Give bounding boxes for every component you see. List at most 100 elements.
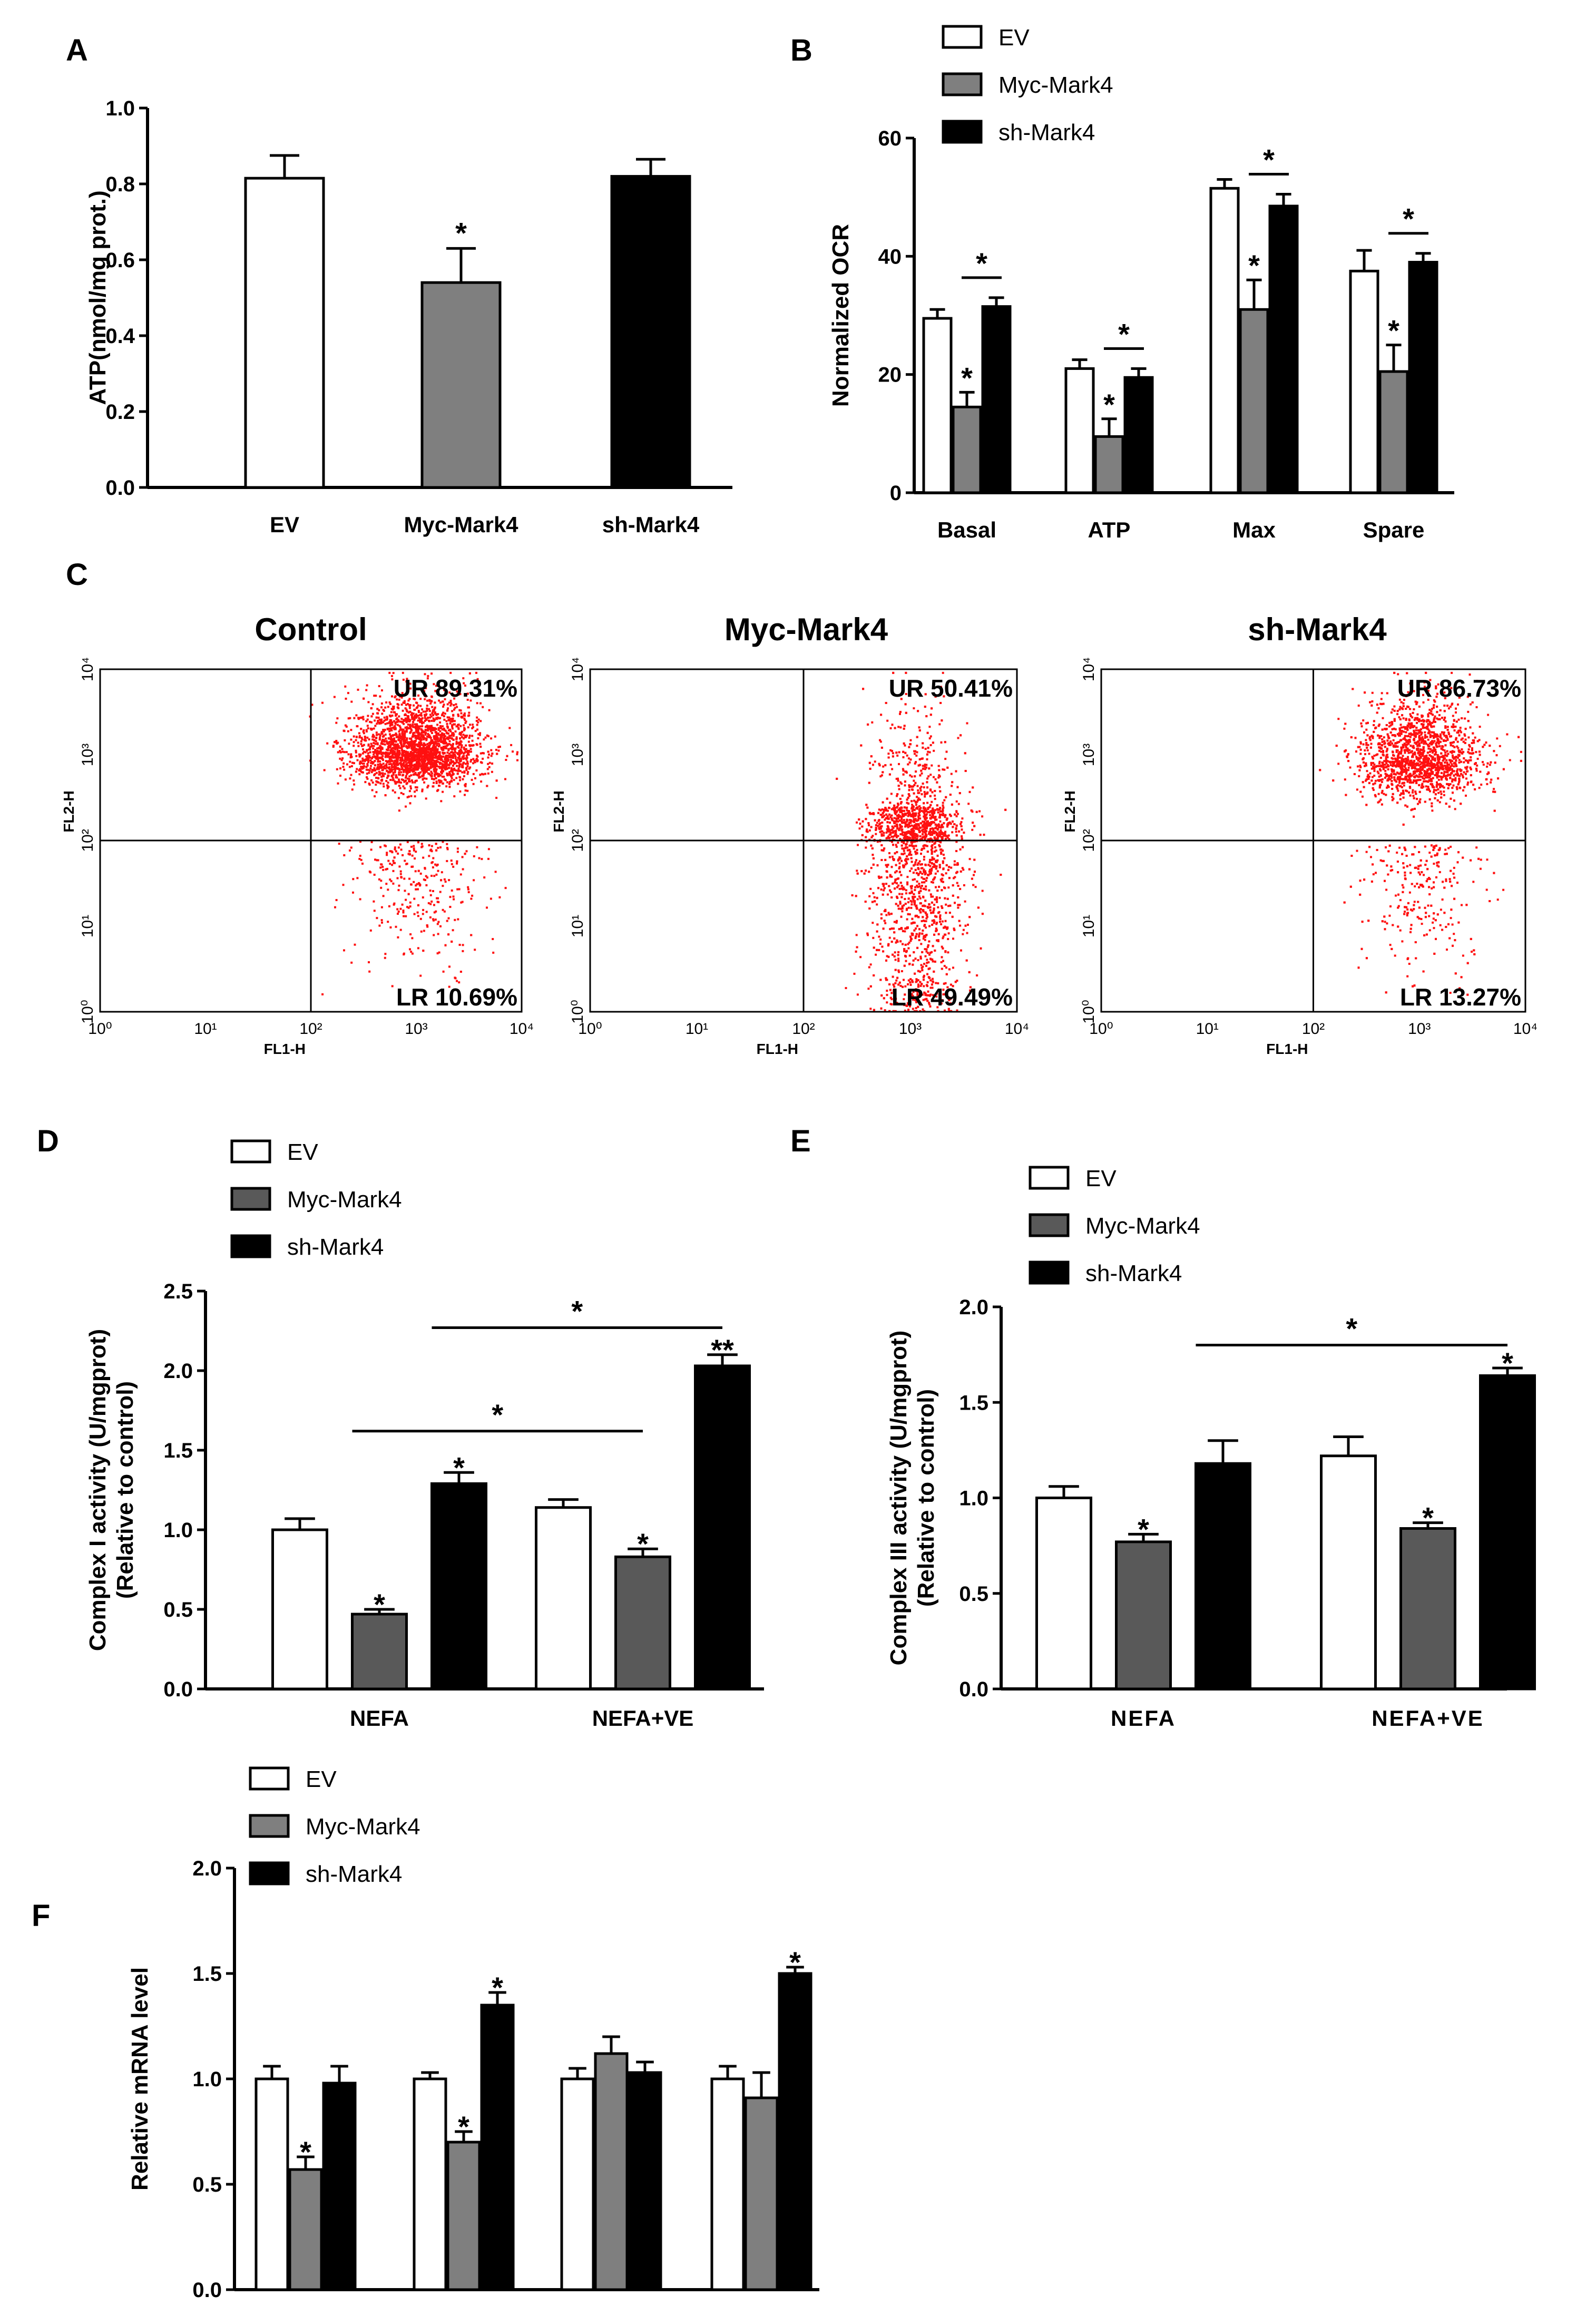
flow-dot: [379, 782, 382, 785]
flow-dot: [429, 702, 432, 705]
flow-dot: [365, 758, 367, 761]
flow-dot: [878, 935, 880, 938]
flow-dot: [414, 780, 417, 782]
flow-dot: [932, 910, 935, 913]
flow-dot: [456, 888, 459, 891]
panel-e-y-axis-label-line: (Relative to control): [913, 1389, 939, 1607]
flow-dot: [940, 923, 943, 925]
flow-dot: [382, 759, 384, 761]
flow-dot: [516, 759, 518, 761]
flow-dot: [933, 919, 935, 922]
flow-dot: [467, 740, 470, 743]
flow-dot: [450, 751, 453, 754]
flow-dot: [357, 745, 360, 747]
flow-dot: [452, 751, 455, 754]
panel-d-legend-label: sh-Mark4: [287, 1234, 384, 1260]
flow-dot: [412, 732, 415, 735]
flow-dot: [417, 694, 420, 697]
panel-d-bar: [535, 1506, 592, 1691]
flow-dot: [394, 791, 396, 794]
flow-dot: [452, 865, 455, 868]
flow-dot: [380, 742, 383, 745]
flow-dot: [405, 708, 408, 711]
flow-dot: [370, 771, 373, 774]
flow-dot: [458, 998, 461, 1001]
flow-dot: [952, 937, 954, 940]
flow-dot: [483, 876, 486, 879]
flow-dot: [403, 740, 405, 742]
flow-dot: [459, 790, 462, 793]
flow-dot: [347, 717, 350, 720]
flow-dot: [459, 770, 462, 773]
flow-y-tick-label: 10³: [79, 744, 96, 766]
flow-dot: [345, 725, 348, 728]
flow-dot: [366, 763, 369, 765]
flow-dot: [377, 760, 379, 763]
flow-dot: [344, 724, 347, 727]
flow-dot: [416, 744, 419, 747]
flow-dot: [381, 769, 384, 771]
flow-dot: [464, 785, 467, 787]
flow-dot: [430, 777, 433, 780]
flow-dot: [415, 715, 417, 717]
flow-dot: [339, 750, 341, 753]
flow-dot: [516, 753, 518, 756]
flow-dot: [870, 867, 873, 869]
flow-dot: [905, 960, 907, 962]
flow-dot: [890, 998, 893, 1001]
flow-dot: [942, 804, 944, 807]
flow-dot: [466, 763, 469, 765]
flow-dot: [459, 731, 462, 734]
flow-dot: [947, 951, 949, 954]
flow-dot: [400, 792, 403, 794]
flow-dot: [880, 774, 883, 777]
flow-dot: [442, 760, 444, 763]
flow-dot: [414, 685, 416, 688]
flow-dot: [422, 767, 425, 770]
flow-dot: [445, 731, 448, 734]
flow-dot: [392, 771, 395, 774]
flow-dot: [968, 858, 971, 861]
flow-dot: [430, 875, 433, 877]
flow-dot: [884, 922, 887, 924]
flow-dot: [418, 776, 420, 778]
flow-dot: [412, 747, 414, 750]
flow-dot: [358, 773, 361, 776]
flow-dot: [374, 750, 376, 753]
flow-dot: [455, 737, 458, 740]
flow-dot: [430, 758, 433, 761]
flow-dot: [407, 711, 410, 714]
flow-dot: [380, 731, 383, 734]
flow-dot: [426, 699, 429, 702]
flow-dot: [451, 771, 454, 774]
flow-dot: [442, 741, 444, 744]
flow-dot: [416, 756, 418, 759]
flow-dot: [403, 751, 405, 754]
flow-dot: [923, 786, 925, 789]
flow-dot: [396, 776, 398, 779]
flow-dot: [400, 745, 403, 747]
flow-dot: [353, 735, 355, 738]
flow-dot: [400, 848, 403, 851]
flow-dot: [433, 750, 435, 753]
flow-dot: [460, 750, 463, 753]
flow-dot: [386, 716, 388, 719]
flow-dot: [920, 964, 923, 966]
flow-dot: [396, 751, 399, 754]
flow-dot: [369, 720, 371, 723]
flow-dot: [482, 706, 484, 708]
flow-dot: [932, 881, 934, 884]
flow-dot: [368, 748, 371, 750]
flow-dot: [451, 940, 453, 943]
flow-dot: [347, 692, 349, 695]
flow-dot: [449, 671, 452, 674]
flow-dot: [434, 735, 437, 737]
flow-dot: [353, 762, 355, 765]
flow-dot: [395, 736, 398, 738]
flow-dot: [420, 731, 423, 734]
flow-dot: [410, 883, 413, 886]
flow-dot: [419, 714, 422, 716]
flow-dot: [900, 970, 903, 972]
flow-dot: [419, 748, 422, 750]
flow-dot: [407, 753, 409, 755]
